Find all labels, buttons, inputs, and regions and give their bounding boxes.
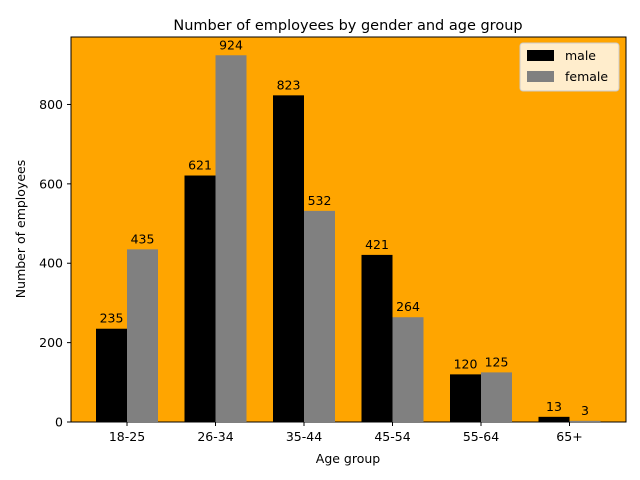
x-tick-label: 18-25 [109,429,145,444]
x-axis-label: Age group [316,451,381,466]
legend-label-female: female [565,69,608,84]
legend-label-male: male [565,48,596,63]
legend-swatch-female [527,71,554,82]
bar-female-18-25 [127,249,158,422]
legend-swatch-male [527,50,554,61]
y-tick-label: 800 [39,97,63,112]
y-axis-label: Number of employees [13,160,28,298]
data-label-female-65+: 3 [581,403,589,418]
data-label-female-45-54: 264 [396,299,420,314]
data-label-male-35-44: 823 [277,77,301,92]
y-axis: 0 200 400 600 800 [39,97,71,430]
chart-title: Number of employees by gender and age gr… [173,18,522,34]
data-label-female-55-64: 125 [485,354,509,369]
y-tick-label: 600 [39,176,63,191]
data-label-male-55-64: 120 [454,356,478,371]
bar-male-65+ [538,416,570,422]
bar-female-55-64 [481,372,512,422]
bar-female-26-34 [215,55,247,423]
legend: male female [519,42,620,92]
data-label-male-18-25: 235 [100,311,124,326]
data-label-female-18-25: 435 [131,231,155,246]
x-tick-label: 26-34 [197,429,233,444]
bar-male-45-54 [361,254,393,422]
bar-male-35-44 [273,95,304,422]
x-tick-label: 45-54 [374,429,410,444]
y-tick-label: 0 [55,415,63,430]
data-label-female-35-44: 532 [308,193,332,208]
x-axis: 18-25 26-34 35-44 45-54 55-64 65+ [109,422,583,444]
x-tick-label: 35-44 [286,429,322,444]
data-label-male-45-54: 421 [365,237,389,252]
bar-male-55-64 [450,374,481,422]
x-tick-label: 65+ [556,429,582,444]
data-label-female-26-34: 924 [219,37,243,52]
data-labels-layer: 235 621 823 421 120 13 435 924 532 264 125 3 [100,37,589,418]
bar-female-65+ [569,420,601,422]
plot-area [70,36,627,423]
y-tick-label: 200 [39,335,63,350]
bar-male-26-34 [184,175,216,422]
bar-female-35-44 [304,210,335,422]
y-tick-label: 400 [39,256,63,271]
bars-layer [96,55,601,423]
bar-female-45-54 [392,317,424,422]
data-label-male-26-34: 621 [188,158,212,173]
data-label-male-65+: 13 [546,399,562,414]
x-tick-label: 55-64 [463,429,499,444]
bar-male-18-25 [96,328,127,422]
